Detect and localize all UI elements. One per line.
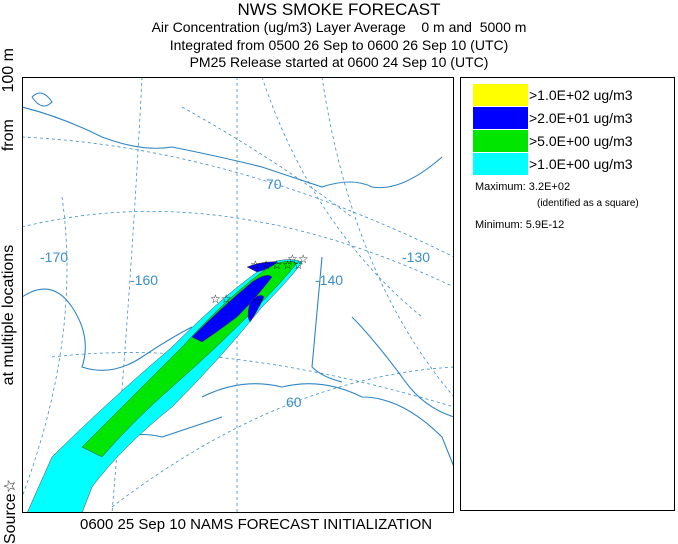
maximum-label: Maximum: 3.2E+02 [475,181,571,193]
source-star-icon: ☆ [2,478,19,494]
source-side-label: Source☆ at multiple locations from 100 m [0,48,20,544]
svg-text:☆: ☆ [252,294,263,308]
legend-swatch-cyan [473,153,528,175]
svg-text:☆☆: ☆☆ [287,252,309,266]
forecast-initialization-footer: 0600 25 Sep 10 NAMS FORECAST INITIALIZAT… [80,516,433,533]
legend-swatch-green [473,130,528,152]
graticule [23,78,453,512]
lat-label-70: 70 [266,176,282,192]
side-label-from: from [0,119,17,152]
maximum-note: (identified as a square) [537,198,639,209]
legend-item: >1.0E+02 ug/m3 [473,84,633,106]
legend-label: >1.0E+02 ug/m3 [529,87,633,103]
source-markers: ☆☆☆☆☆ ☆☆ ☆☆ ☆ [210,252,309,308]
legend-label: >5.0E+00 ug/m3 [529,133,633,149]
lon-label-160: -160 [130,272,158,288]
legend-swatch-blue [473,107,528,129]
legend-item: >5.0E+00 ug/m3 [473,130,633,152]
minimum-label: Minimum: 5.9E-12 [475,219,565,231]
legend-item: >2.0E+01 ug/m3 [473,107,633,129]
lon-label-130: -130 [402,249,430,265]
lon-label-140: -140 [315,272,343,288]
legend-label: >1.0E+00 ug/m3 [529,156,633,172]
svg-text:☆☆☆☆☆: ☆☆☆☆☆ [250,258,304,272]
legend-label: >2.0E+01 ug/m3 [529,110,633,126]
main-title: NWS SMOKE FORECAST [237,0,441,19]
side-label-height: 100 m [0,48,17,93]
legend-swatch-yellow [473,84,528,106]
side-label-source: Source [2,493,19,544]
subtitle-release: PM25 Release started at 0600 24 Sep 10 (… [189,54,489,70]
svg-text:☆☆: ☆☆ [210,292,232,306]
subtitle-concentration: Air Concentration (ug/m3) Layer Average … [151,19,527,35]
subtitle-integration: Integrated from 0500 26 Sep to 0600 26 S… [169,37,509,53]
legend-item: >1.0E+00 ug/m3 [473,153,633,175]
legend-panel: >1.0E+02 ug/m3 >2.0E+01 ug/m3 >5.0E+00 u… [460,77,675,511]
smoke-plume-blue [191,261,278,343]
smoke-map: ☆☆☆☆☆ ☆☆ ☆☆ ☆ -170 -160 -140 -130 70 60 [22,77,454,513]
lon-label-170: -170 [40,249,68,265]
side-label-locations: at multiple locations [0,244,17,386]
lat-label-60: 60 [286,394,302,410]
